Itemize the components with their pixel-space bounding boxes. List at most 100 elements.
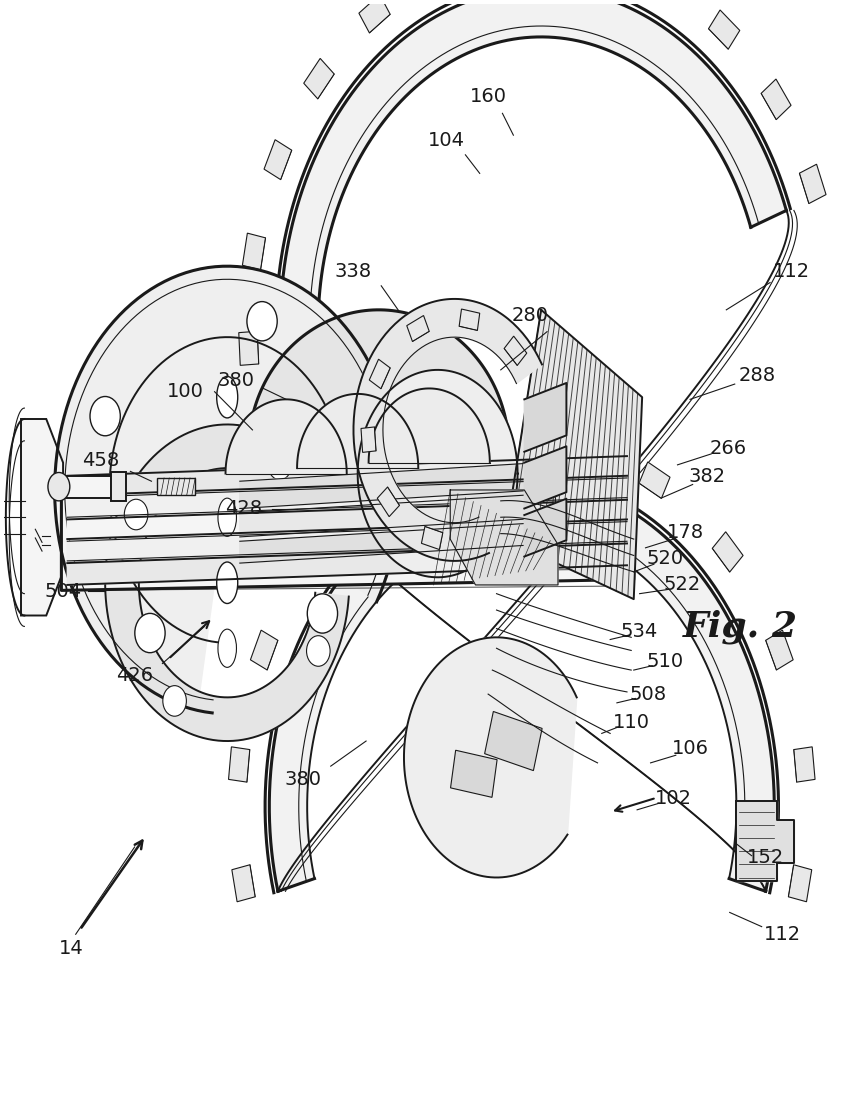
Polygon shape [450, 750, 497, 798]
Circle shape [246, 301, 277, 341]
Text: 508: 508 [630, 684, 666, 704]
Polygon shape [377, 487, 399, 517]
Polygon shape [61, 465, 634, 591]
Polygon shape [225, 399, 347, 474]
Text: 534: 534 [621, 623, 658, 641]
FancyBboxPatch shape [157, 477, 196, 495]
Circle shape [135, 614, 165, 652]
Polygon shape [240, 462, 555, 508]
Text: 458: 458 [82, 451, 120, 470]
Polygon shape [303, 58, 334, 99]
Polygon shape [229, 747, 250, 782]
Polygon shape [524, 447, 566, 508]
Polygon shape [280, 0, 786, 442]
Polygon shape [105, 425, 348, 741]
Circle shape [307, 636, 330, 667]
Text: 426: 426 [116, 666, 153, 685]
Polygon shape [250, 425, 275, 463]
Polygon shape [766, 630, 793, 670]
Polygon shape [239, 331, 258, 365]
Text: 382: 382 [688, 468, 726, 486]
Polygon shape [242, 233, 265, 270]
Polygon shape [553, 428, 581, 456]
Ellipse shape [218, 498, 236, 537]
Polygon shape [54, 266, 399, 711]
Text: 110: 110 [613, 713, 649, 732]
Polygon shape [462, 428, 490, 456]
Text: 288: 288 [739, 366, 776, 385]
Text: 112: 112 [764, 925, 802, 944]
Polygon shape [301, 531, 332, 572]
Polygon shape [369, 388, 490, 463]
Text: 100: 100 [167, 382, 203, 402]
Polygon shape [354, 299, 542, 561]
Polygon shape [505, 310, 642, 600]
Ellipse shape [217, 376, 238, 418]
Polygon shape [524, 498, 566, 557]
Polygon shape [269, 480, 774, 891]
Polygon shape [373, 462, 405, 498]
Text: 280: 280 [512, 306, 549, 324]
Text: 112: 112 [773, 262, 810, 282]
Circle shape [163, 685, 186, 716]
Polygon shape [504, 337, 527, 365]
FancyBboxPatch shape [111, 473, 126, 500]
Text: 380: 380 [285, 770, 321, 789]
Text: 14: 14 [60, 939, 84, 958]
Polygon shape [264, 140, 292, 179]
Text: 380: 380 [217, 372, 254, 390]
Polygon shape [459, 309, 479, 330]
Polygon shape [712, 531, 743, 572]
Text: 102: 102 [654, 790, 692, 808]
Polygon shape [358, 370, 518, 578]
Text: 510: 510 [646, 652, 683, 671]
Circle shape [308, 594, 337, 634]
Text: 104: 104 [428, 131, 465, 150]
Text: 178: 178 [667, 522, 705, 542]
Polygon shape [369, 360, 390, 388]
Text: 266: 266 [710, 439, 746, 458]
Text: 428: 428 [225, 499, 263, 518]
Polygon shape [67, 477, 627, 517]
Polygon shape [407, 316, 429, 341]
Text: 160: 160 [469, 88, 507, 107]
Polygon shape [484, 712, 542, 771]
FancyBboxPatch shape [56, 476, 111, 497]
Circle shape [90, 396, 121, 436]
Polygon shape [240, 521, 555, 563]
Text: 106: 106 [672, 739, 709, 758]
Polygon shape [21, 419, 63, 616]
Text: 520: 520 [646, 549, 683, 569]
Polygon shape [404, 637, 576, 878]
Polygon shape [709, 10, 740, 49]
Polygon shape [799, 164, 826, 204]
Polygon shape [736, 801, 794, 881]
Polygon shape [794, 747, 815, 782]
Polygon shape [67, 456, 627, 495]
Polygon shape [232, 865, 255, 902]
Polygon shape [240, 493, 555, 537]
Polygon shape [761, 79, 791, 120]
Ellipse shape [218, 629, 236, 668]
Text: 338: 338 [335, 262, 372, 282]
Polygon shape [67, 521, 627, 561]
Polygon shape [524, 383, 566, 452]
Polygon shape [359, 0, 390, 33]
Polygon shape [251, 630, 278, 670]
Polygon shape [422, 527, 443, 550]
Polygon shape [639, 462, 670, 498]
Circle shape [124, 499, 148, 530]
Polygon shape [450, 490, 558, 585]
Text: 522: 522 [663, 575, 700, 594]
Circle shape [268, 449, 292, 480]
Ellipse shape [217, 562, 238, 604]
Polygon shape [789, 865, 812, 902]
Polygon shape [361, 427, 376, 452]
Text: 152: 152 [747, 848, 785, 867]
Polygon shape [297, 394, 418, 469]
Polygon shape [67, 499, 627, 539]
Text: 504: 504 [44, 582, 82, 601]
Polygon shape [67, 543, 627, 585]
Text: Fig. 2: Fig. 2 [683, 609, 798, 644]
Polygon shape [248, 310, 509, 452]
